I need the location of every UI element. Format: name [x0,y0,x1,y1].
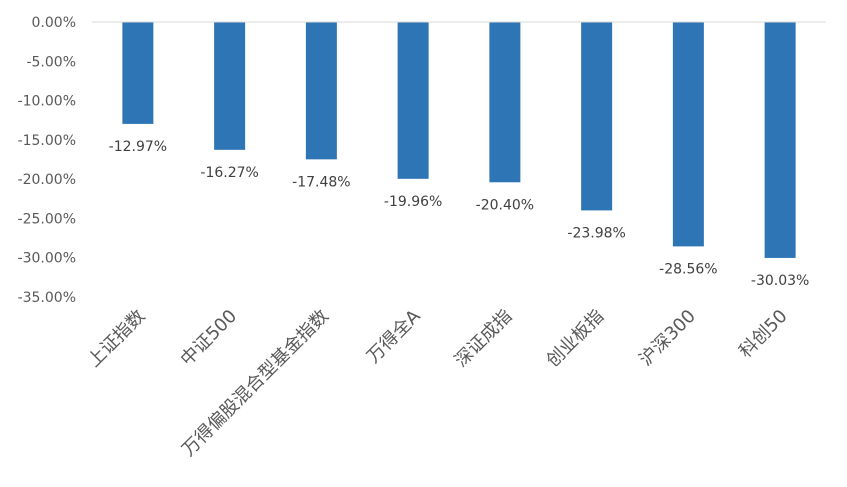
x-category-label: 中证500 [177,306,242,371]
y-tick-label: -25.00% [18,211,76,227]
x-category-label: 沪深300 [635,306,700,371]
x-category-label: 科创50 [735,306,792,363]
data-label: -16.27% [200,165,258,181]
data-label: -30.03% [751,273,809,289]
bar [122,22,154,124]
bar [214,22,246,150]
data-label: -17.48% [292,174,350,190]
data-label: -28.56% [659,261,717,277]
x-category-label: 深证成指 [451,306,517,372]
bar [581,22,613,211]
data-label: -12.97% [109,139,167,155]
y-tick-label: -35.00% [18,290,76,306]
y-tick-label: -15.00% [18,133,76,149]
x-category-label: 万得全A [363,305,425,367]
x-category-label: 创业板指 [542,306,608,372]
data-label: -23.98% [567,225,625,241]
x-category-label: 上证指数 [84,306,150,372]
y-tick-label: 0.00% [32,15,76,31]
data-label: -20.40% [476,197,534,213]
y-tick-label: -20.00% [18,172,76,188]
bar [764,22,796,258]
bar [489,22,521,183]
bar [397,22,429,179]
y-tick-label: -10.00% [18,94,76,110]
bar [672,22,704,247]
y-tick-label: -5.00% [26,54,76,70]
bar [305,22,337,160]
x-category-label: 万得偏股混合型基金指数 [178,306,333,461]
data-label: -19.96% [384,194,442,210]
y-tick-label: -30.00% [18,251,76,267]
